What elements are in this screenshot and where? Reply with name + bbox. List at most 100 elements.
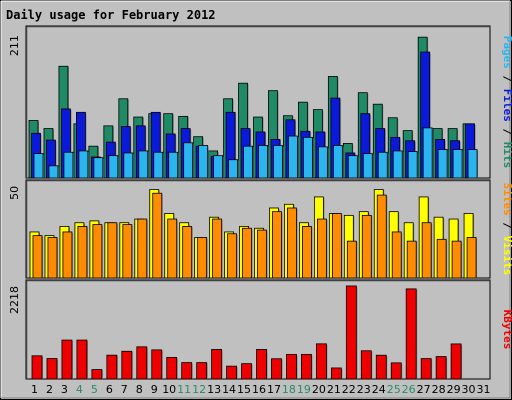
sites-bar-day-19 (302, 226, 312, 279)
sites-bar-day-13 (212, 218, 223, 279)
x-tick-label-day-29: 29 (447, 383, 461, 396)
pages-bar-day-6 (108, 155, 119, 179)
kbytes-bar-day-25 (390, 362, 402, 380)
pages-bar-day-4 (78, 150, 89, 179)
x-axis-day-labels: 1 2 3 4 5 6 7 8 9 10 11 12 13 14 15 16 17 18 19 20 21 22 23 24 2… (31, 383, 491, 396)
pages-bar-day-21 (332, 145, 343, 179)
right-label-part-1-4: Hits (501, 142, 512, 169)
x-tick-label-day-1: 1 (31, 383, 38, 396)
x-tick-label-day-31: 31 (477, 383, 491, 396)
right-label-panel-1: Pages / Files / Hits (501, 36, 512, 169)
pages-bar-day-17 (273, 145, 283, 179)
sites-bar-day-20 (316, 218, 327, 279)
kbytes-bar-day-7 (121, 350, 133, 380)
kbytes-bar-day-13 (211, 349, 223, 380)
panel-1 (25, 25, 491, 179)
x-tick-label-day-25: 25 (387, 383, 401, 396)
x-tick-label-day-16: 16 (252, 383, 266, 396)
x-tick-label-day-19: 19 (297, 383, 311, 396)
kbytes-bar-day-28 (435, 356, 447, 380)
sites-bar-day-10 (167, 218, 178, 279)
sites-bar-day-3 (62, 231, 73, 279)
kbytes-bar-day-11 (181, 362, 193, 380)
kbytes-bar-day-12 (196, 362, 208, 380)
chart-title: Daily usage for February 2012 (6, 8, 216, 22)
sites-bar-day-9 (152, 192, 163, 279)
x-tick-label-day-7: 7 (121, 383, 128, 396)
right-label-part-3-0: KBytes (501, 310, 512, 350)
x-tick-label-day-4: 4 (76, 383, 83, 396)
pages-bar-day-2 (48, 165, 59, 179)
x-tick-label-day-10: 10 (162, 383, 176, 396)
pages-bar-day-18 (288, 135, 298, 179)
x-tick-label-day-24: 24 (372, 383, 386, 396)
pages-bar-day-29 (452, 149, 463, 179)
kbytes-bar-day-24 (375, 354, 387, 380)
pages-bar-day-19 (303, 136, 313, 179)
x-tick-label-day-20: 20 (312, 383, 326, 396)
x-tick-label-day-3: 3 (61, 383, 68, 396)
kbytes-bar-day-26 (405, 288, 417, 380)
x-tick-label-day-11: 11 (177, 383, 191, 396)
kbytes-bar-day-20 (315, 343, 327, 380)
x-tick-label-day-18: 18 (282, 383, 296, 396)
sites-bar-day-1 (32, 235, 43, 279)
right-label-part-2-0: Sites (501, 183, 512, 216)
sites-bar-day-18 (287, 207, 297, 279)
y-max-label-panel-3: 2218 (8, 286, 21, 314)
sites-bar-day-8 (137, 218, 148, 279)
pages-bar-day-3 (63, 151, 74, 179)
kbytes-bar-day-4 (76, 339, 88, 380)
x-tick-label-day-5: 5 (91, 383, 98, 396)
kbytes-bar-day-27 (420, 358, 432, 380)
sites-bar-day-15 (242, 227, 252, 279)
kbytes-bar-day-3 (61, 339, 73, 380)
kbytes-bar-day-14 (226, 365, 237, 380)
kbytes-bar-day-8 (136, 346, 148, 380)
kbytes-bar-day-6 (106, 354, 118, 380)
x-tick-label-day-13: 13 (207, 383, 221, 396)
pages-bar-day-8 (138, 150, 149, 179)
kbytes-bar-day-16 (256, 349, 267, 380)
kbytes-bar-day-22 (345, 285, 357, 380)
sites-bar-day-5 (92, 224, 103, 279)
chart-panels (25, 25, 491, 380)
sites-bar-day-21 (331, 213, 342, 279)
x-tick-label-day-12: 12 (192, 383, 206, 396)
x-tick-label-day-17: 17 (267, 383, 281, 396)
kbytes-bar-day-5 (91, 369, 103, 380)
sites-bar-day-28 (436, 238, 447, 279)
sites-bar-day-30 (466, 237, 477, 279)
x-tick-label-day-15: 15 (237, 383, 251, 396)
pages-bar-day-5 (93, 157, 104, 179)
x-tick-label-day-2: 2 (46, 383, 53, 396)
pages-bar-day-27 (422, 127, 433, 179)
kbytes-bar-day-18 (286, 353, 297, 380)
sites-bar-day-25 (391, 231, 402, 279)
pages-bar-day-25 (392, 150, 403, 179)
pages-bar-day-23 (362, 153, 373, 179)
x-tick-label-day-30: 30 (462, 383, 476, 396)
kbytes-bar-day-9 (151, 349, 163, 380)
legend-right-labels: Pages / Files / Hits Sites / Visits KBytes (501, 36, 512, 350)
right-label-part-1-1: / (501, 69, 512, 89)
sites-bar-day-24 (376, 194, 387, 279)
sites-bar-day-11 (182, 226, 193, 279)
pages-bar-day-12 (198, 145, 209, 179)
pages-bar-day-1 (33, 153, 44, 179)
right-label-part-2-1: / (501, 216, 512, 236)
kbytes-bar-day-2 (46, 358, 58, 380)
kbytes-bar-day-23 (360, 350, 372, 380)
pages-bar-day-28 (437, 149, 448, 179)
pages-bar-day-20 (317, 146, 328, 179)
pages-bar-day-30 (467, 149, 478, 179)
pages-bar-day-22 (347, 155, 358, 179)
pages-bar-day-10 (168, 151, 179, 179)
y-max-label-panel-2: 50 (8, 186, 21, 200)
pages-bar-day-16 (258, 145, 268, 179)
pages-bar-day-13 (213, 155, 224, 179)
kbytes-bar-day-21 (330, 367, 342, 380)
sites-bar-day-4 (77, 226, 88, 279)
x-tick-label-day-27: 27 (417, 383, 431, 396)
